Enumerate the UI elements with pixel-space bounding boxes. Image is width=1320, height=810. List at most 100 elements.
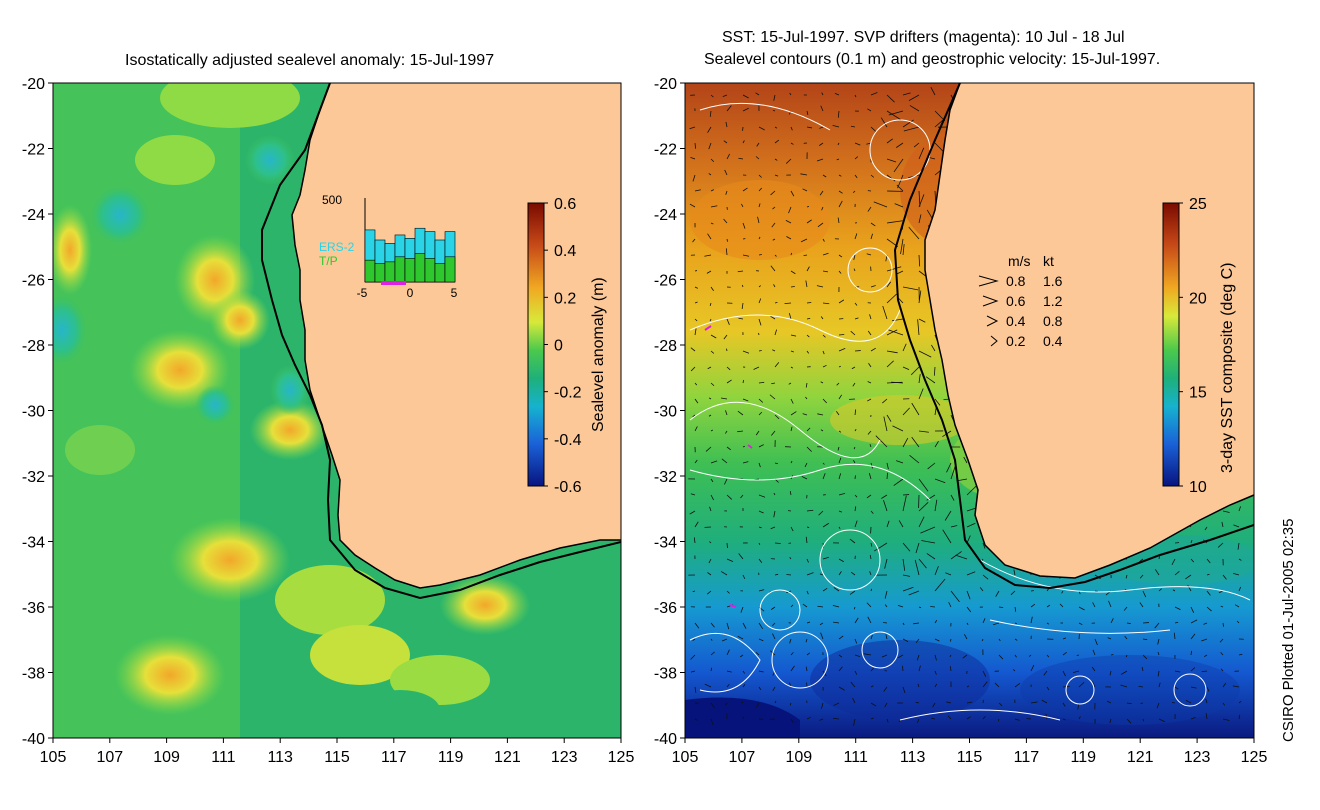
velocity-vector xyxy=(885,634,888,640)
colorbar-tick-label: -0.2 xyxy=(554,385,582,402)
velocity-vector xyxy=(707,572,712,576)
velocity-vector xyxy=(888,329,904,336)
velocity-vector xyxy=(902,244,905,256)
velocity-vector xyxy=(838,254,843,258)
velocity-vector xyxy=(909,105,920,112)
velocity-vector xyxy=(742,574,746,580)
velocity-vector xyxy=(838,394,843,400)
colorbar-tick-label: 15 xyxy=(1189,385,1207,402)
velocity-vector xyxy=(931,717,936,720)
velocity-vector xyxy=(870,126,877,132)
velocity-vector xyxy=(769,315,776,320)
velocity-vector xyxy=(690,493,696,496)
velocity-vector xyxy=(694,622,700,629)
velocity-vector xyxy=(710,94,714,98)
velocity-vector xyxy=(870,233,873,240)
velocity-vector xyxy=(724,478,728,485)
velocity-vector xyxy=(1092,681,1096,688)
velocity-legend-kt-header: kt xyxy=(1043,253,1054,269)
velocity-vector xyxy=(726,348,728,352)
velocity-vector xyxy=(789,92,792,96)
velocity-vector xyxy=(900,238,904,255)
lat-tick-label: -34 xyxy=(654,535,677,552)
velocity-vector xyxy=(1174,670,1181,673)
velocity-vector xyxy=(758,381,765,384)
histogram-bar-tp xyxy=(384,261,396,283)
velocity-vector xyxy=(790,252,792,256)
velocity-vector xyxy=(737,270,744,273)
velocity-vector xyxy=(709,302,712,307)
velocity-vector xyxy=(822,462,825,465)
velocity-vector xyxy=(854,428,857,432)
velocity-vector xyxy=(694,459,698,464)
velocity-vector xyxy=(773,510,776,518)
velocity-vector xyxy=(726,238,728,242)
velocity-vector xyxy=(790,460,793,464)
velocity-vector xyxy=(694,398,699,404)
histogram-legend-tp: T/P xyxy=(319,254,338,268)
velocity-vector xyxy=(1062,670,1066,677)
velocity-vector xyxy=(883,686,888,692)
velocity-vector xyxy=(790,398,794,404)
velocity-vector xyxy=(710,718,714,725)
velocity-vector xyxy=(710,350,715,354)
velocity-vector xyxy=(1238,586,1242,592)
velocity-vector xyxy=(1217,542,1224,548)
velocity-vector xyxy=(880,117,888,128)
velocity-vector xyxy=(982,681,988,688)
velocity-vector xyxy=(806,334,810,338)
velocity-vector xyxy=(806,427,811,432)
velocity-vector xyxy=(805,382,808,388)
velocity-vector xyxy=(964,634,968,640)
velocity-vector xyxy=(849,538,856,544)
velocity-vector xyxy=(805,536,808,544)
velocity-vector xyxy=(755,430,760,436)
velocity-vector xyxy=(947,715,952,720)
lat-tick-label: -32 xyxy=(22,469,45,486)
velocity-vector xyxy=(832,604,840,608)
velocity-vector xyxy=(805,638,808,643)
velocity-vector xyxy=(1125,654,1128,658)
velocity-vector xyxy=(838,666,843,672)
velocity-vector xyxy=(836,158,840,161)
velocity-vector xyxy=(806,716,811,720)
velocity-vector xyxy=(771,382,776,385)
velocity-vector xyxy=(789,557,792,560)
velocity-vector xyxy=(1238,714,1241,720)
lon-tick-label: 117 xyxy=(1014,749,1040,766)
velocity-vector xyxy=(838,571,842,576)
velocity-vector xyxy=(1014,718,1020,721)
velocity-vector xyxy=(771,222,776,228)
velocity-vector xyxy=(785,220,792,224)
velocity-vector xyxy=(864,653,872,656)
velocity-vector xyxy=(1190,619,1198,624)
velocity-vector xyxy=(758,318,762,326)
left-map xyxy=(53,83,621,738)
velocity-vector xyxy=(930,606,936,608)
velocity-vector xyxy=(742,222,746,229)
velocity-vector xyxy=(998,718,1000,722)
velocity-vector xyxy=(854,494,858,498)
velocity-vector xyxy=(710,222,714,225)
sla-land xyxy=(292,83,621,588)
velocity-vector xyxy=(854,506,857,512)
velocity-vector xyxy=(934,578,946,592)
velocity-vector xyxy=(854,94,857,98)
velocity-vector xyxy=(806,652,811,656)
velocity-vector xyxy=(966,571,976,576)
velocity-vector xyxy=(886,266,902,272)
velocity-vector xyxy=(934,440,939,448)
lat-tick-label: -36 xyxy=(654,600,677,617)
velocity-vector xyxy=(886,718,889,723)
velocity-legend-rows: 0.8 1.6 0.6 1.2 0.4 0.8 0.2 0.4 xyxy=(978,273,1063,349)
velocity-legend-arrow xyxy=(986,315,999,327)
velocity-vector xyxy=(790,718,794,723)
sst-coastline xyxy=(924,83,1254,579)
velocity-vector xyxy=(1174,571,1180,576)
sst-colorbar-ticks: 25 20 15 10 xyxy=(1179,196,1207,496)
velocity-vector xyxy=(802,188,808,192)
velocity-vector xyxy=(822,302,830,305)
velocity-vector xyxy=(928,156,936,160)
velocity-vector xyxy=(689,203,696,208)
velocity-vector xyxy=(723,218,728,224)
